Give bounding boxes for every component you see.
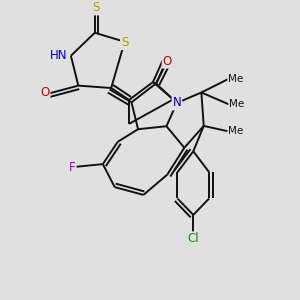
- Text: O: O: [40, 86, 50, 99]
- Text: O: O: [163, 55, 172, 68]
- Text: S: S: [92, 2, 99, 14]
- Text: Me: Me: [229, 99, 244, 110]
- Text: Me: Me: [228, 74, 244, 84]
- Text: F: F: [69, 160, 76, 174]
- Text: HN: HN: [50, 49, 67, 62]
- Text: Me: Me: [228, 126, 244, 136]
- Text: Cl: Cl: [188, 232, 199, 245]
- Text: N: N: [172, 96, 181, 110]
- Text: S: S: [121, 36, 128, 49]
